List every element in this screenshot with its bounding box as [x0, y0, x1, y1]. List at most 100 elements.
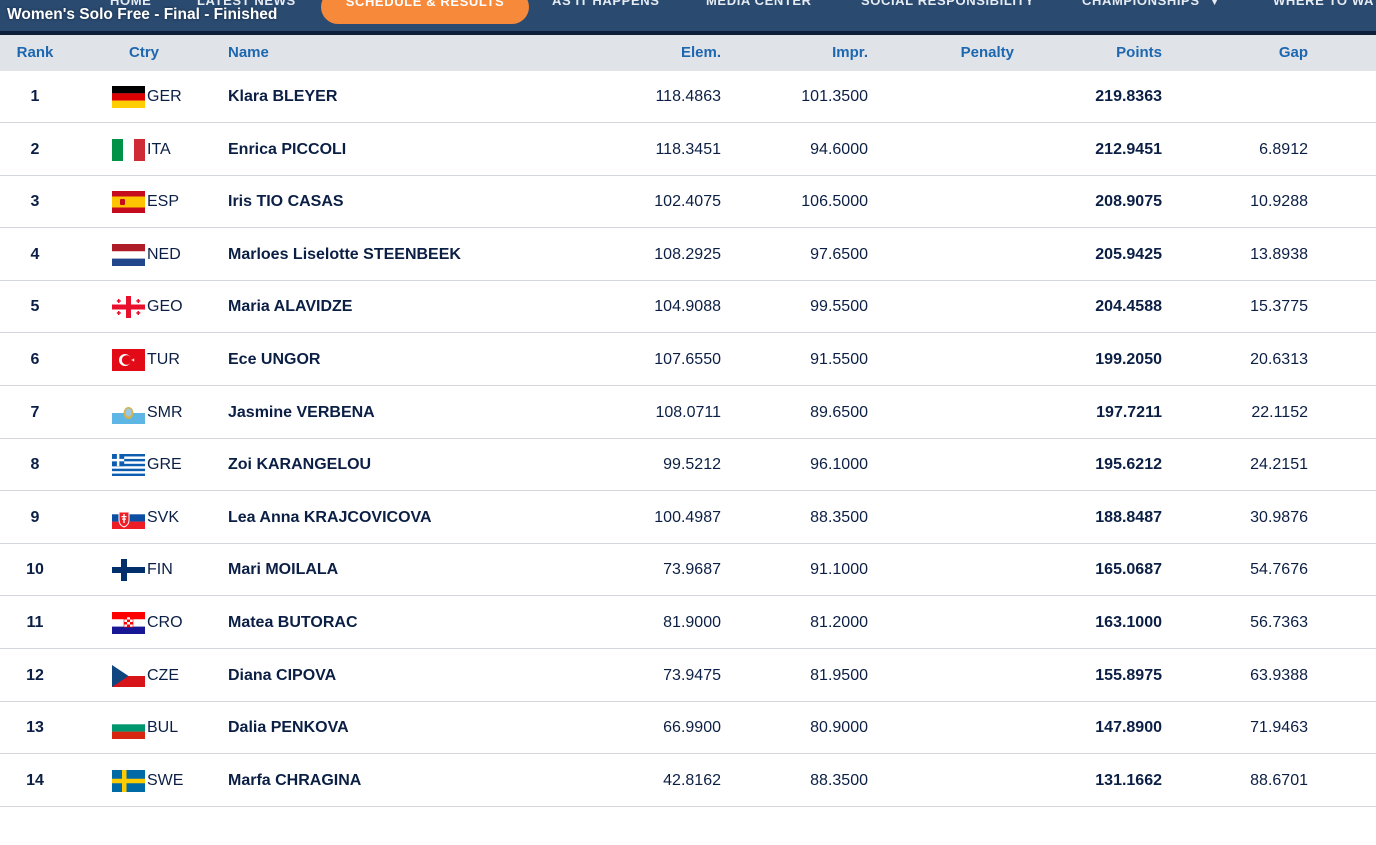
rank-cell: 1 — [30, 88, 40, 105]
penalty-cell — [880, 387, 1014, 438]
gap-cell: 71.9463 — [1250, 719, 1308, 737]
impr-score-cell: 91.5500 — [810, 351, 868, 368]
nav-item-media-center[interactable]: MEDIA CENTER — [706, 0, 812, 8]
athlete-name-link[interactable]: Klara BLEYER — [228, 88, 338, 105]
table-row[interactable]: 5 GEO Maria ALAVIDZE 104.9088 99.5500 204.458… — [0, 281, 1376, 334]
nav-item-home[interactable]: HOME — [110, 0, 152, 8]
nav-item-social-responsibility[interactable]: SOCIAL RESPONSIBILITY — [861, 0, 1035, 8]
athlete-name-link[interactable]: Ece UNGOR — [228, 351, 321, 368]
gap-cell: 6.8912 — [1259, 140, 1308, 158]
header-ctry: Ctry — [129, 44, 160, 61]
points-cell: 197.7211 — [1096, 403, 1162, 421]
country-code-cell: CRO — [147, 614, 183, 631]
san-marino-flag — [112, 401, 145, 424]
country-code-cell: TUR — [147, 351, 180, 368]
athlete-name-link[interactable]: Lea Anna KRAJCOVICOVA — [228, 508, 432, 526]
rank-cell: 5 — [30, 298, 40, 316]
athlete-name-link[interactable]: Jasmine VERBENA — [228, 403, 375, 421]
elem-score-cell: 100.4987 — [654, 508, 721, 526]
table-row[interactable]: 2 ITA Enrica PICCOLI 118.3451 94.6000 212.945… — [0, 124, 1376, 176]
penalty-cell — [880, 229, 1014, 280]
nav-item-schedule-results[interactable]: SCHEDULE & RESULTS — [321, 0, 529, 24]
penalty-cell — [880, 71, 1014, 122]
table-row[interactable]: 4 NED Marloes Liselotte STEENBEEK 108.2925 9… — [0, 229, 1376, 281]
points-cell: 165.0687 — [1095, 561, 1162, 579]
penalty-cell — [880, 702, 1014, 753]
athlete-name-link[interactable]: Marloes Liselotte STEENBEEK — [228, 245, 461, 263]
event-separator: - — [204, 6, 210, 23]
impr-score-cell: 88.3500 — [810, 508, 868, 526]
athlete-name-link[interactable]: Enrica PICCOLI — [228, 140, 347, 158]
gap-cell: 88.6701 — [1250, 771, 1308, 789]
elem-score-cell: 99.5212 — [663, 456, 721, 474]
sweden-flag — [112, 769, 145, 792]
athlete-name-link[interactable]: Iris TIO CASAS — [228, 193, 344, 211]
points-cell: 155.8975 — [1095, 666, 1162, 684]
gap-cell: 10.9288 — [1250, 193, 1308, 211]
elem-score-cell: 66.9900 — [663, 719, 721, 737]
athlete-name-link[interactable]: Maria ALAVIDZE — [228, 298, 353, 316]
gap-cell: 20.6313 — [1250, 351, 1308, 368]
points-cell: 188.8487 — [1095, 508, 1162, 526]
nav-item-as-it-happens[interactable]: AS IT HAPPENS — [552, 0, 660, 8]
elem-score-cell: 81.9000 — [663, 614, 721, 631]
impr-score-cell: 99.5500 — [810, 298, 868, 316]
rank-cell: 11 — [26, 614, 44, 631]
impr-score-cell: 94.6000 — [810, 140, 868, 158]
rank-cell: 12 — [26, 666, 44, 684]
elem-score-cell: 107.6550 — [654, 351, 721, 368]
impr-score-cell: 81.2000 — [810, 614, 868, 631]
georgia-flag — [112, 296, 145, 319]
table-row[interactable]: 14 SWE Marfa CHRAGINA 42.8162 88.3500 131.166… — [0, 755, 1376, 807]
penalty-cell — [880, 492, 1014, 543]
table-row[interactable]: 10 FIN Mari MOILALA 73.9687 91.1000 165.0687 5… — [0, 544, 1376, 597]
impr-score-cell: 89.6500 — [810, 403, 868, 421]
gap-cell: 13.8938 — [1250, 245, 1308, 263]
table-row[interactable]: 6 TUR Ece UNGOR 107.6550 91.5500 199.2050 20.6… — [0, 334, 1376, 386]
impr-score-cell: 80.9000 — [810, 719, 868, 737]
impr-score-cell: 97.6500 — [810, 245, 868, 263]
event-name: Women's Solo Free - Final — [7, 6, 200, 23]
rank-cell: 9 — [30, 508, 40, 526]
country-code-cell: BUL — [147, 719, 179, 737]
athlete-name-link[interactable]: Matea BUTORAC — [228, 614, 358, 631]
header-gap: Gap — [1278, 44, 1308, 61]
gap-cell: 15.3775 — [1250, 298, 1308, 316]
table-row[interactable]: 1 GER Klara BLEYER 118.4863 101.3500 219.8363 — [0, 71, 1376, 123]
table-row[interactable]: 7 SMR Jasmine VERBENA 108.0711 89.6500 197.72… — [0, 387, 1376, 439]
table-row[interactable]: 12 CZE Diana CIPOVA 73.9475 81.9500 155.8975 6… — [0, 650, 1376, 702]
impr-score-cell: 91.1000 — [810, 561, 868, 579]
elem-score-cell: 118.3451 — [655, 140, 721, 158]
nav-item-championships[interactable]: CHAMPIONSHIPS ▼ — [1082, 0, 1220, 8]
nav-item-where-to-watch[interactable]: WHERE TO WA — [1273, 0, 1374, 8]
penalty-cell — [880, 597, 1014, 648]
spain-flag — [112, 191, 145, 214]
nav-item-latest-news[interactable]: LATEST NEWS — [197, 0, 296, 8]
athlete-name-link[interactable]: Dalia PENKOVA — [228, 719, 349, 737]
table-row[interactable]: 13 BUL Dalia PENKOVA 66.9900 80.9000 147.8900… — [0, 702, 1376, 755]
table-row[interactable]: 11 CRO Matea BUTORAC 81.9000 81.2000 163.1000… — [0, 597, 1376, 649]
elem-score-cell: 102.4075 — [654, 193, 721, 211]
gap-cell: 56.7363 — [1250, 614, 1308, 631]
penalty-cell — [880, 176, 1014, 227]
table-row[interactable]: 3 ESP Iris TIO CASAS 102.4075 106.5000 208.90… — [0, 176, 1376, 229]
penalty-cell — [880, 439, 1014, 490]
greece-flag — [112, 454, 145, 477]
top-navigation-bar: HOME LATEST NEWS SCHEDULE & RESULTS AS I… — [0, 0, 1376, 31]
athlete-name-link[interactable]: Mari MOILALA — [228, 561, 339, 579]
czechia-flag — [112, 664, 145, 687]
country-code-cell: NED — [147, 245, 181, 263]
table-row[interactable]: 9 SVK Lea Anna KRAJCOVICOVA 100.4987 88.3500… — [0, 492, 1376, 544]
impr-score-cell: 101.3500 — [801, 88, 868, 105]
country-code-cell: GRE — [147, 456, 182, 474]
athlete-name-link[interactable]: Diana CIPOVA — [228, 666, 337, 684]
elem-score-cell: 108.0711 — [655, 403, 721, 421]
points-cell: 147.8900 — [1095, 719, 1162, 737]
table-row[interactable]: 8 GRE Zoi KARANGELOU 99.5212 96.1000 195.6212… — [0, 439, 1376, 492]
gap-cell: 24.2151 — [1250, 456, 1308, 474]
athlete-name-link[interactable]: Zoi KARANGELOU — [228, 456, 372, 474]
header-points: Points — [1116, 44, 1162, 61]
penalty-cell — [880, 124, 1014, 175]
athlete-name-link[interactable]: Marfa CHRAGINA — [228, 771, 362, 789]
header-impr: Impr. — [832, 44, 868, 61]
